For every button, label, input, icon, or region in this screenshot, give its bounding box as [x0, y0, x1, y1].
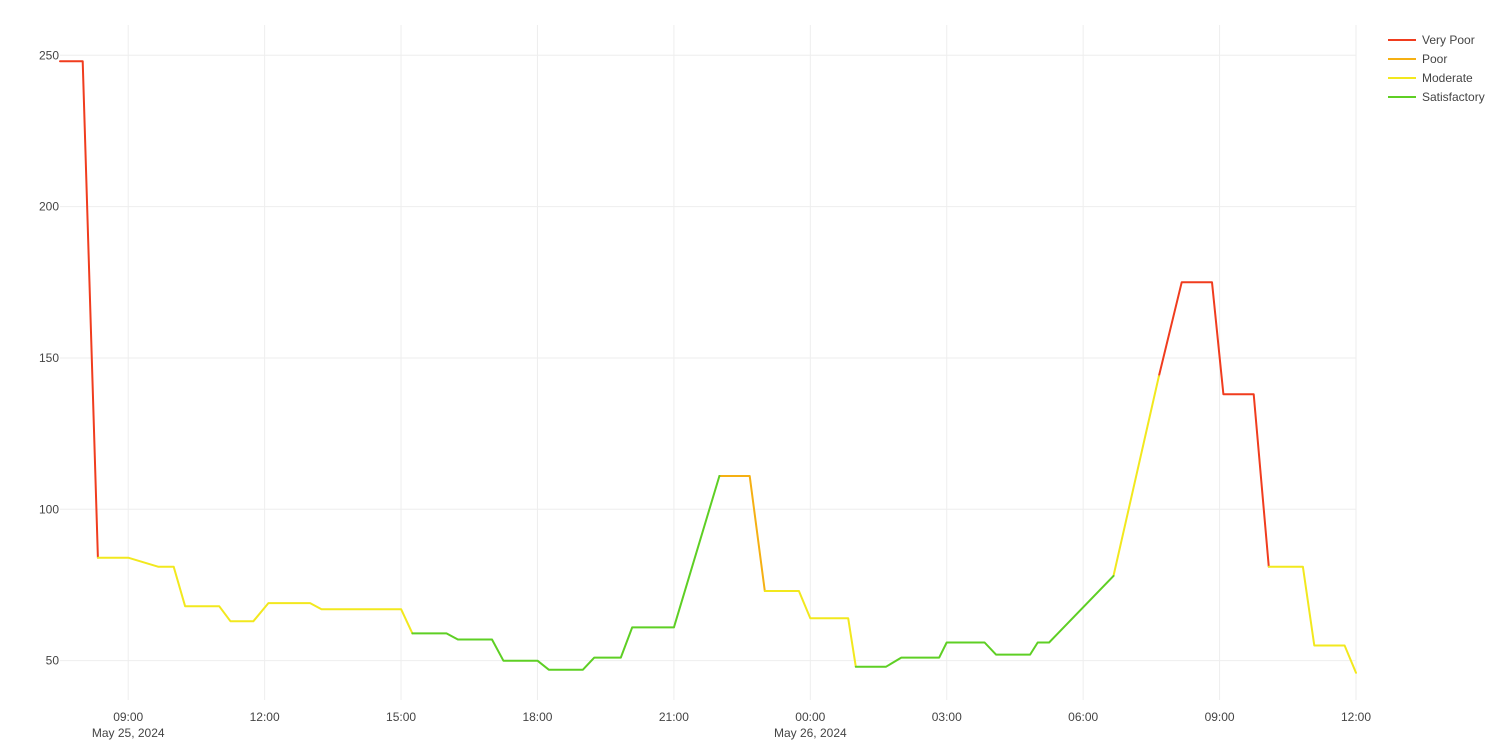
x-tick-label: 00:00 — [795, 710, 825, 724]
x-tick-label: 09:00 — [1205, 710, 1235, 724]
y-tick-label: 50 — [46, 654, 60, 668]
legend-label: Very Poor — [1422, 33, 1475, 47]
legend-label: Moderate — [1422, 71, 1473, 85]
legend-label: Poor — [1422, 52, 1447, 66]
x-axis: 09:00 May 25, 2024 12:00 15:00 18:00 21:00 00:… — [92, 710, 1371, 740]
y-tick-label: 200 — [39, 200, 59, 214]
series-line-very-poor — [59, 60, 99, 559]
x-tick-label: 12:00 — [250, 710, 280, 724]
x-tick-label: 15:00 — [386, 710, 416, 724]
x-tick-date-label: May 25, 2024 — [92, 726, 165, 740]
legend-item-very-poor[interactable]: Very Poor — [1388, 33, 1475, 47]
x-tick-label: 09:00 — [113, 710, 143, 724]
x-tick-label: 06:00 — [1068, 710, 1098, 724]
legend-item-satisfactory[interactable]: Satisfactory — [1388, 90, 1485, 104]
x-tick-label: 12:00 — [1341, 710, 1371, 724]
series-line-moderate — [1267, 565, 1357, 674]
y-tick-label: 100 — [39, 502, 59, 516]
series-line-moderate — [763, 590, 857, 668]
y-axis: 50 100 150 200 250 — [39, 48, 59, 667]
legend-item-moderate[interactable]: Moderate — [1388, 71, 1473, 85]
x-tick-label: 03:00 — [932, 710, 962, 724]
legend-label: Satisfactory — [1422, 90, 1485, 104]
series-line-satisfactory — [411, 475, 721, 671]
grid — [60, 25, 1357, 700]
series-lines — [59, 60, 1357, 674]
legend[interactable]: Very Poor Poor Moderate Satisfactory — [1388, 33, 1485, 104]
series-line-very-poor — [1157, 281, 1270, 568]
x-tick-label: 21:00 — [659, 710, 689, 724]
legend-item-poor[interactable]: Poor — [1388, 52, 1447, 66]
series-line-poor — [718, 475, 766, 592]
series-line-moderate — [96, 556, 414, 635]
y-tick-label: 150 — [39, 351, 59, 365]
y-tick-label: 250 — [39, 48, 59, 62]
x-tick-date-label: May 26, 2024 — [774, 726, 847, 740]
x-tick-label: 18:00 — [522, 710, 552, 724]
series-line-moderate — [1112, 375, 1160, 577]
series-line-satisfactory — [854, 574, 1115, 668]
